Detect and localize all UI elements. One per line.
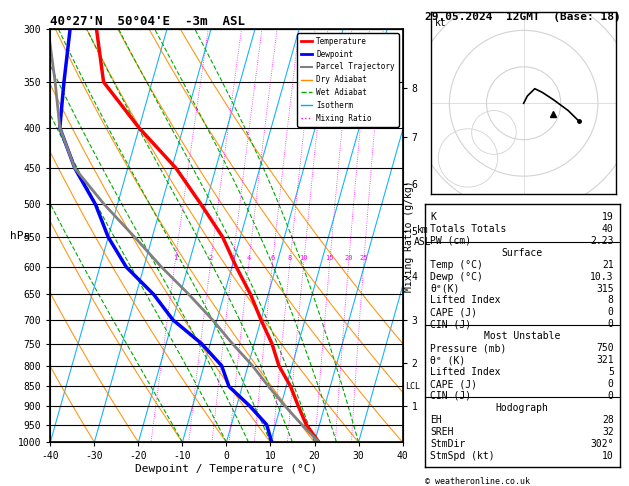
- Text: kt: kt: [435, 17, 447, 28]
- Text: 1: 1: [173, 255, 177, 261]
- Text: © weatheronline.co.uk: © weatheronline.co.uk: [425, 477, 530, 486]
- Text: 32: 32: [602, 427, 614, 437]
- Text: Dewp (°C): Dewp (°C): [430, 272, 483, 282]
- Text: 315: 315: [596, 283, 614, 294]
- Text: 0: 0: [608, 319, 614, 330]
- Text: Totals Totals: Totals Totals: [430, 224, 507, 234]
- Text: 8: 8: [608, 295, 614, 306]
- Text: StmDir: StmDir: [430, 439, 465, 449]
- Text: 29.05.2024  12GMT  (Base: 18): 29.05.2024 12GMT (Base: 18): [425, 12, 620, 22]
- Text: 20: 20: [345, 255, 353, 261]
- Text: LCL: LCL: [405, 382, 420, 391]
- Text: CIN (J): CIN (J): [430, 319, 472, 330]
- Text: 10.3: 10.3: [590, 272, 614, 282]
- Text: SREH: SREH: [430, 427, 454, 437]
- Text: CAPE (J): CAPE (J): [430, 379, 477, 389]
- Text: θᵉ(K): θᵉ(K): [430, 283, 460, 294]
- Text: StmSpd (kt): StmSpd (kt): [430, 451, 495, 461]
- Legend: Temperature, Dewpoint, Parcel Trajectory, Dry Adiabat, Wet Adiabat, Isotherm, Mi: Temperature, Dewpoint, Parcel Trajectory…: [297, 33, 399, 126]
- Text: 3: 3: [231, 255, 235, 261]
- Text: 2: 2: [209, 255, 213, 261]
- Text: 750: 750: [596, 343, 614, 353]
- X-axis label: Dewpoint / Temperature (°C): Dewpoint / Temperature (°C): [135, 464, 318, 474]
- Text: 8: 8: [288, 255, 292, 261]
- Text: 0: 0: [608, 308, 614, 317]
- Text: 10: 10: [602, 451, 614, 461]
- Text: 6: 6: [270, 255, 275, 261]
- Text: 321: 321: [596, 355, 614, 365]
- Text: CIN (J): CIN (J): [430, 391, 472, 401]
- Text: θᵉ (K): θᵉ (K): [430, 355, 465, 365]
- Text: Mixing Ratio (g/kg): Mixing Ratio (g/kg): [404, 180, 414, 292]
- Text: hPa: hPa: [10, 231, 30, 241]
- Text: CAPE (J): CAPE (J): [430, 308, 477, 317]
- Text: 40°27'N  50°04'E  -3m  ASL: 40°27'N 50°04'E -3m ASL: [50, 15, 245, 28]
- Text: PW (cm): PW (cm): [430, 236, 472, 246]
- Text: 10: 10: [299, 255, 308, 261]
- Text: 19: 19: [602, 212, 614, 222]
- Text: 40: 40: [602, 224, 614, 234]
- Text: EH: EH: [430, 415, 442, 425]
- Text: 15: 15: [326, 255, 334, 261]
- Text: 0: 0: [608, 379, 614, 389]
- Text: Surface: Surface: [501, 248, 543, 258]
- Text: K: K: [430, 212, 437, 222]
- Text: 21: 21: [602, 260, 614, 270]
- Text: 25: 25: [360, 255, 368, 261]
- Text: 0: 0: [608, 391, 614, 401]
- Text: Pressure (mb): Pressure (mb): [430, 343, 507, 353]
- Text: 5: 5: [608, 367, 614, 377]
- Text: Temp (°C): Temp (°C): [430, 260, 483, 270]
- Text: Lifted Index: Lifted Index: [430, 367, 501, 377]
- Text: 28: 28: [602, 415, 614, 425]
- Text: Lifted Index: Lifted Index: [430, 295, 501, 306]
- Text: 2.23: 2.23: [590, 236, 614, 246]
- Text: 302°: 302°: [590, 439, 614, 449]
- Text: Most Unstable: Most Unstable: [484, 331, 560, 341]
- Text: Hodograph: Hodograph: [496, 403, 548, 413]
- Text: 4: 4: [247, 255, 251, 261]
- Y-axis label: km
ASL: km ASL: [415, 225, 432, 246]
